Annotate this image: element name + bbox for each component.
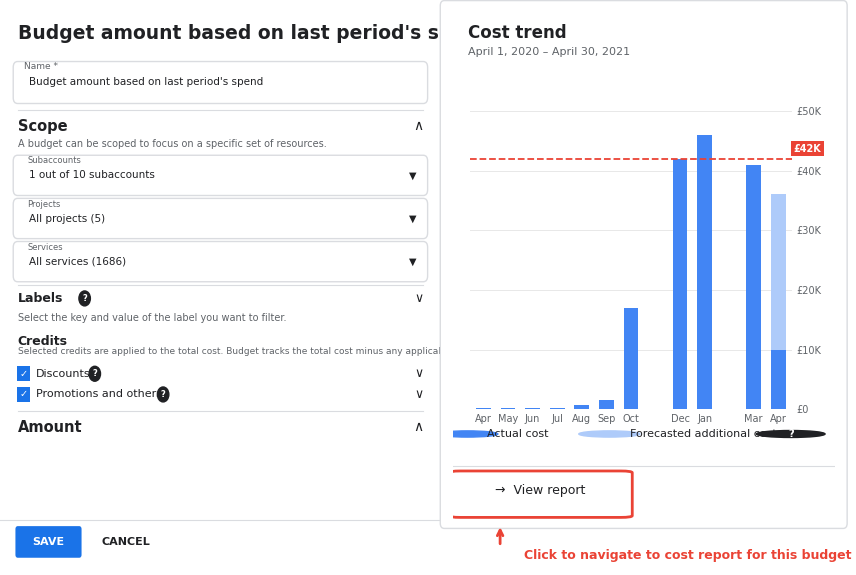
Text: ∧: ∧: [413, 119, 423, 133]
FancyBboxPatch shape: [449, 471, 633, 518]
Text: Promotions and others: Promotions and others: [36, 389, 162, 400]
Text: April 1, 2020 – April 30, 2021: April 1, 2020 – April 30, 2021: [468, 47, 630, 57]
Text: ∨: ∨: [414, 367, 423, 380]
Text: Budget amount based on last period's spend: Budget amount based on last period's spe…: [18, 24, 491, 43]
Text: Budget amount based on last period's spend: Budget amount based on last period's spe…: [28, 77, 263, 87]
Text: All projects (5): All projects (5): [28, 213, 104, 224]
Circle shape: [757, 431, 825, 438]
Text: CANCEL: CANCEL: [101, 536, 150, 547]
Text: 1 out of 10 subaccounts: 1 out of 10 subaccounts: [28, 170, 155, 181]
Text: All services (1686): All services (1686): [28, 256, 126, 267]
Text: Cost trend: Cost trend: [468, 24, 567, 42]
Text: ✓: ✓: [20, 389, 28, 400]
Bar: [746, 164, 761, 409]
Text: A budget can be scoped to focus on a specific set of resources.: A budget can be scoped to focus on a spe…: [18, 139, 326, 149]
FancyBboxPatch shape: [13, 242, 428, 282]
Text: Labels: Labels: [18, 292, 63, 305]
Text: Amount: Amount: [18, 420, 82, 435]
Circle shape: [437, 431, 498, 437]
Text: Name *: Name *: [24, 62, 58, 71]
Bar: [673, 159, 687, 409]
Circle shape: [79, 291, 91, 306]
Circle shape: [89, 366, 100, 381]
Text: ∧: ∧: [413, 420, 423, 434]
Text: Select the key and value of the label you want to filter.: Select the key and value of the label yo…: [18, 313, 286, 323]
FancyBboxPatch shape: [13, 155, 428, 196]
Text: ∨: ∨: [414, 388, 423, 401]
Text: SAVE: SAVE: [33, 536, 64, 547]
Text: Selected credits are applied to the total cost. Budget tracks the total cost min: Selected credits are applied to the tota…: [18, 347, 527, 356]
Text: ?: ?: [161, 390, 165, 399]
FancyBboxPatch shape: [13, 62, 428, 104]
Circle shape: [579, 431, 640, 437]
Text: Discounts: Discounts: [36, 369, 91, 379]
Bar: [599, 400, 614, 409]
FancyBboxPatch shape: [15, 526, 81, 558]
Bar: [771, 194, 786, 350]
Text: Subaccounts: Subaccounts: [27, 156, 81, 166]
Text: ?: ?: [82, 294, 87, 303]
Text: Services: Services: [27, 243, 63, 252]
Text: Click to navigate to cost report for this budget: Click to navigate to cost report for thi…: [524, 549, 852, 562]
Text: ▼: ▼: [409, 213, 417, 224]
Text: ▼: ▼: [409, 170, 417, 181]
Circle shape: [158, 387, 169, 402]
Bar: [574, 405, 589, 409]
Text: Forecasted additional cost: Forecasted additional cost: [630, 429, 777, 439]
Bar: [550, 408, 565, 409]
Text: ?: ?: [788, 429, 794, 439]
Text: ?: ?: [92, 369, 97, 378]
Text: Actual cost: Actual cost: [487, 429, 549, 439]
Text: ∨: ∨: [414, 292, 423, 305]
Text: →  View report: → View report: [496, 484, 586, 497]
Text: ▼: ▼: [409, 256, 417, 267]
Bar: [771, 350, 786, 409]
Bar: [697, 135, 712, 409]
Text: Scope: Scope: [18, 119, 68, 134]
Bar: [526, 408, 540, 409]
Text: Projects: Projects: [27, 200, 61, 209]
FancyBboxPatch shape: [440, 1, 847, 528]
FancyBboxPatch shape: [17, 366, 31, 381]
FancyBboxPatch shape: [17, 387, 31, 402]
Bar: [623, 308, 639, 409]
Text: Credits: Credits: [18, 335, 68, 348]
Text: £42K: £42K: [794, 144, 821, 154]
FancyBboxPatch shape: [13, 198, 428, 239]
Bar: [476, 408, 490, 409]
Bar: [501, 408, 515, 409]
Text: ✓: ✓: [20, 369, 28, 379]
